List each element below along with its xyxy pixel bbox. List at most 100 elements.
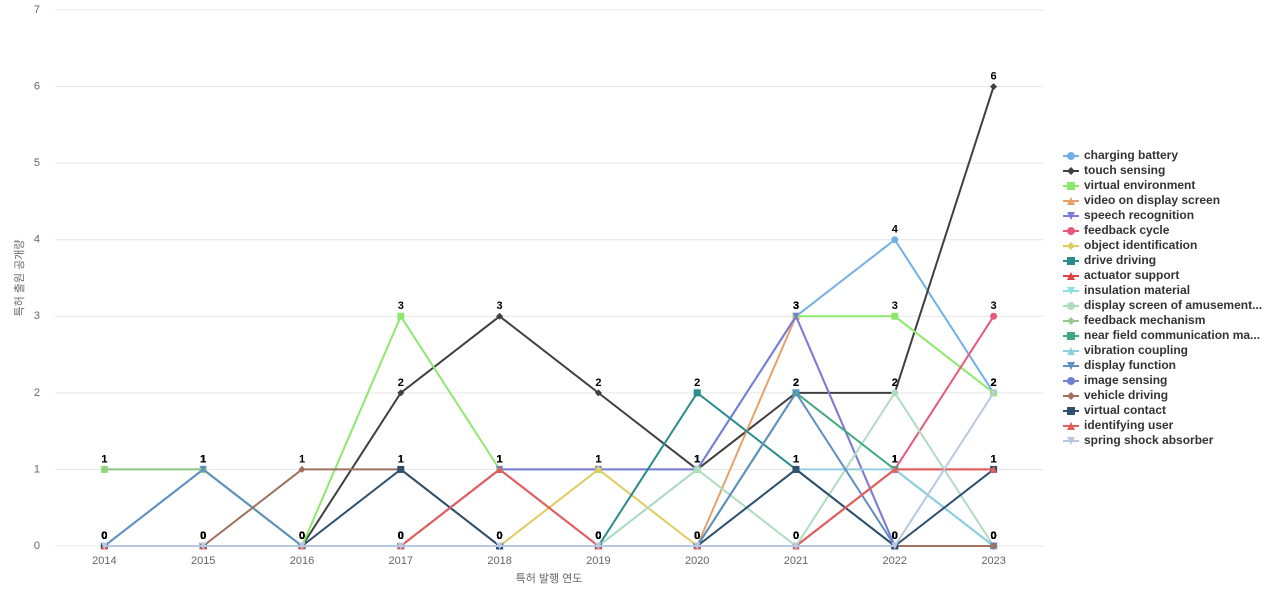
value-label: 0	[991, 530, 997, 542]
marker	[891, 312, 899, 320]
marker	[792, 389, 800, 397]
value-label: 1	[793, 453, 799, 465]
value-label: 0	[595, 530, 601, 542]
legend-item: video on display screen	[1063, 193, 1220, 207]
value-label: 0	[892, 530, 898, 542]
value-label: 0	[398, 530, 404, 542]
marker	[891, 389, 899, 397]
value-label: 0	[991, 530, 997, 542]
marker	[990, 465, 998, 473]
legend-label: display function	[1084, 358, 1176, 372]
legend-label: insulation material	[1084, 283, 1190, 297]
value-label: 0	[200, 530, 206, 542]
value-label: 0	[200, 530, 206, 542]
y-tick-label: 0	[34, 540, 40, 552]
value-label: 0	[101, 530, 107, 542]
value-label: 0	[892, 530, 898, 542]
value-label: 1	[892, 453, 898, 465]
value-label: 1	[991, 453, 997, 465]
x-tick-label: 2021	[784, 555, 808, 567]
marker	[693, 465, 701, 473]
value-label: 3	[497, 300, 503, 312]
value-label: 0	[101, 530, 107, 542]
value-label: 0	[299, 530, 305, 542]
x-tick-label: 2017	[389, 555, 413, 567]
value-label: 2	[595, 377, 601, 389]
value-label: 0	[595, 530, 601, 542]
value-label: 0	[101, 530, 107, 542]
value-label: 1	[200, 453, 206, 465]
marker	[792, 312, 800, 320]
y-tick-label: 1	[34, 463, 40, 475]
value-label: 0	[793, 530, 799, 542]
value-label: 0	[299, 530, 305, 542]
value-label: 0	[398, 530, 404, 542]
value-label: 3	[793, 300, 799, 312]
value-label: 2	[793, 377, 799, 389]
value-label: 0	[595, 530, 601, 542]
value-label: 0	[497, 530, 503, 542]
marker	[891, 236, 899, 244]
x-tick-label: 2015	[191, 555, 215, 567]
value-label: 0	[694, 530, 700, 542]
legend-item: speech recognition	[1063, 208, 1194, 222]
value-label: 3	[793, 300, 799, 312]
value-label: 0	[991, 530, 997, 542]
value-label: 0	[101, 530, 107, 542]
value-label: 0	[497, 530, 503, 542]
marker	[1067, 182, 1075, 190]
value-label: 0	[595, 530, 601, 542]
x-tick-label: 2018	[487, 555, 511, 567]
value-label: 0	[497, 530, 503, 542]
marker	[1067, 377, 1075, 385]
value-label: 0	[793, 530, 799, 542]
marker	[298, 542, 306, 550]
value-label: 0	[793, 530, 799, 542]
value-label: 0	[694, 530, 700, 542]
value-label: 0	[595, 530, 601, 542]
value-label: 0	[497, 530, 503, 542]
legend-item: spring shock absorber	[1063, 433, 1214, 447]
marker	[792, 542, 800, 550]
value-label: 0	[398, 530, 404, 542]
value-label: 2	[892, 377, 898, 389]
value-label: 1	[991, 453, 997, 465]
value-label: 0	[398, 530, 404, 542]
legend-item: vehicle driving	[1063, 388, 1168, 402]
legend-item: display screen of amusement...	[1063, 298, 1262, 312]
marker	[792, 465, 800, 473]
value-label: 0	[299, 530, 305, 542]
legend-label: virtual environment	[1084, 178, 1195, 192]
value-label: 1	[497, 453, 503, 465]
value-label: 0	[299, 530, 305, 542]
value-label: 1	[793, 453, 799, 465]
marker	[990, 312, 998, 320]
value-label: 1	[694, 453, 700, 465]
value-label: 0	[991, 530, 997, 542]
value-label: 1	[595, 453, 601, 465]
value-label: 0	[991, 530, 997, 542]
value-label: 0	[398, 530, 404, 542]
y-tick-label: 7	[34, 4, 40, 16]
value-label: 2	[793, 377, 799, 389]
x-axis-title: 특허 발행 연도	[516, 572, 583, 585]
marker	[693, 542, 701, 550]
value-label: 0	[595, 530, 601, 542]
value-label: 1	[694, 453, 700, 465]
value-label: 0	[200, 530, 206, 542]
value-label: 0	[991, 530, 997, 542]
value-label: 0	[595, 530, 601, 542]
value-label: 0	[595, 530, 601, 542]
value-label: 0	[101, 530, 107, 542]
value-label: 0	[497, 530, 503, 542]
marker	[1067, 422, 1075, 430]
legend-label: actuator support	[1084, 268, 1179, 282]
value-label: 0	[595, 530, 601, 542]
marker	[1067, 362, 1075, 370]
value-label: 0	[793, 530, 799, 542]
value-label: 3	[398, 300, 404, 312]
value-label: 0	[991, 530, 997, 542]
legend-item: image sensing	[1063, 373, 1167, 387]
marker	[990, 83, 998, 91]
value-label: 0	[299, 530, 305, 542]
